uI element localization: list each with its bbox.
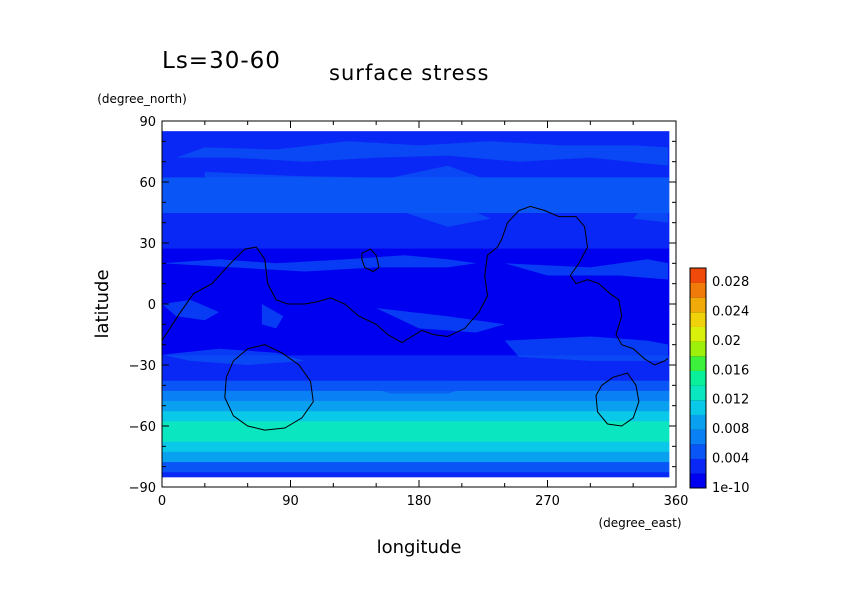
latitude-band xyxy=(162,390,670,402)
field-patch xyxy=(162,348,305,365)
latitude-band xyxy=(162,370,670,381)
colorbar-swatch xyxy=(690,312,706,327)
y-axis-units: (degree_north) xyxy=(97,92,187,106)
latitude-band xyxy=(162,131,670,147)
x-axis-units: (degree_east) xyxy=(598,516,681,530)
latitude-band xyxy=(162,400,670,412)
field-patch xyxy=(633,198,668,223)
topo-contour xyxy=(162,205,668,366)
colorbar-swatch xyxy=(690,326,706,342)
colorbar-swatch xyxy=(690,414,706,430)
colorbar-swatch xyxy=(690,282,706,298)
latitude-band xyxy=(162,441,670,452)
colorbar-swatch xyxy=(690,444,706,459)
y-tick-label: 0 xyxy=(148,298,156,313)
period-label: Ls=30-60 xyxy=(162,48,281,74)
x-tick-label: 90 xyxy=(282,494,299,509)
field-patch xyxy=(204,165,668,207)
x-tick-label: 0 xyxy=(158,494,166,509)
colorbar-frame xyxy=(689,267,707,489)
colorbar-swatch xyxy=(690,400,706,415)
y-axis-ticks: 90 60 30 0 −30 −60 −90 xyxy=(129,115,676,496)
colorbar-swatch xyxy=(690,341,706,357)
colorbar-swatch xyxy=(690,356,706,371)
colorbar-swatch xyxy=(690,370,706,386)
y-tick-label: 60 xyxy=(139,176,156,191)
field-patch xyxy=(261,304,284,329)
field-patch xyxy=(176,141,668,166)
field-features xyxy=(162,141,668,394)
latitude-band xyxy=(162,471,670,478)
latitude-band xyxy=(162,461,670,473)
field-patch xyxy=(504,336,668,361)
colorbar-label: 0.024 xyxy=(712,304,749,319)
x-axis-label: longitude xyxy=(377,537,462,558)
x-tick-label: 180 xyxy=(407,494,432,509)
chart-title: surface stress xyxy=(329,61,490,85)
latitude-band xyxy=(162,212,670,249)
colorbar-swatch xyxy=(690,429,706,445)
field-patch xyxy=(162,299,220,321)
field-patch xyxy=(376,308,505,333)
topo-contour xyxy=(224,344,314,431)
y-tick-label: −60 xyxy=(129,420,156,435)
latitude-band xyxy=(162,410,670,422)
colorbar-label: 1e-10 xyxy=(712,481,750,496)
topo-contour xyxy=(361,248,380,273)
field-patch xyxy=(504,259,668,280)
colorbar: 0.028 0.024 0.02 0.016 0.012 0.008 0.004 1e-10 xyxy=(689,267,750,496)
y-tick-label: −90 xyxy=(129,481,156,496)
colorbar-label: 0.016 xyxy=(712,363,749,378)
field-patch xyxy=(162,255,477,272)
colorbar-swatch xyxy=(690,473,706,489)
topography-contours xyxy=(162,205,668,431)
colorbar-label: 0.004 xyxy=(712,452,749,467)
y-tick-label: −30 xyxy=(129,359,156,374)
latitude-band xyxy=(162,420,670,432)
colorbar-label: 0.008 xyxy=(712,422,749,437)
colorbar-swatch xyxy=(690,268,706,283)
latitude-band xyxy=(162,431,670,442)
x-tick-label: 270 xyxy=(535,494,560,509)
y-tick-label: 90 xyxy=(139,115,156,130)
y-tick-label: 30 xyxy=(139,237,156,252)
field-patch xyxy=(361,381,477,394)
latitude-band xyxy=(162,451,670,463)
topo-contour xyxy=(595,372,640,427)
colorbar-label: 0.012 xyxy=(712,393,749,408)
x-tick-label: 360 xyxy=(664,494,689,509)
colorbar-swatch xyxy=(690,297,706,313)
field-patch xyxy=(404,206,491,227)
colorbar-label: 0.02 xyxy=(712,334,741,349)
colorbar-swatch xyxy=(690,458,706,474)
colorbar-label: 0.028 xyxy=(712,275,749,290)
x-axis-ticks: 0 90 180 270 360 xyxy=(158,121,689,509)
colorbar-swatch xyxy=(690,385,706,401)
y-axis-label: latitude xyxy=(92,269,113,338)
